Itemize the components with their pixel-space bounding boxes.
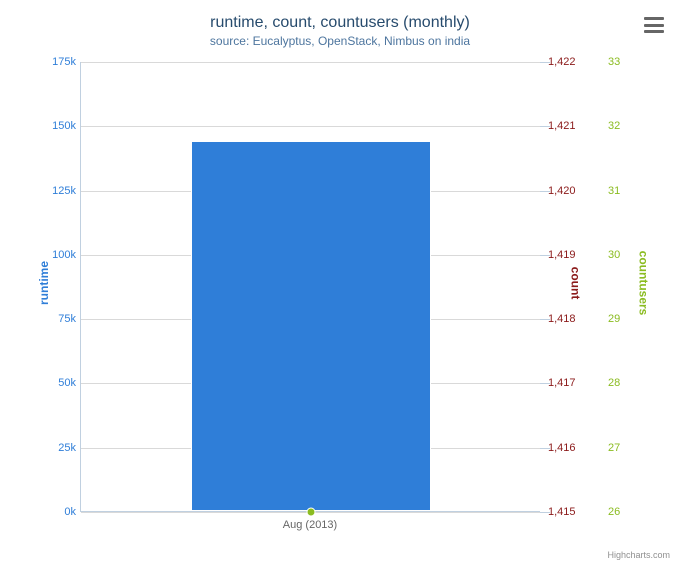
- y-axis-title-runtime: runtime: [37, 261, 51, 305]
- ytick-left: 0k: [26, 506, 76, 518]
- ytick-r2: 27: [608, 442, 620, 454]
- chart-subtitle: source: Eucalyptus, OpenStack, Nimbus on…: [0, 34, 680, 48]
- ytick-r1: 1,420: [548, 185, 576, 197]
- credits-link[interactable]: Highcharts.com: [607, 550, 670, 560]
- y-axis-title-countusers: countusers: [637, 251, 651, 316]
- ytick-left: 150k: [26, 120, 76, 132]
- tickmark: [540, 62, 550, 63]
- ytick-r2: 26: [608, 506, 620, 518]
- chart-menu-button[interactable]: [642, 14, 666, 36]
- ytick-r1: 1,417: [548, 377, 576, 389]
- chart-container: runtime, count, countusers (monthly) sou…: [0, 0, 680, 566]
- tickmark: [540, 512, 550, 513]
- chart-title: runtime, count, countusers (monthly): [0, 0, 680, 32]
- plot-area: [80, 62, 540, 512]
- tickmark: [540, 383, 550, 384]
- tickmark: [540, 255, 550, 256]
- gridline: [81, 126, 540, 127]
- ytick-r1: 1,415: [548, 506, 576, 518]
- ytick-left: 25k: [26, 442, 76, 454]
- series-marker[interactable]: [307, 508, 316, 517]
- ytick-r2: 29: [608, 313, 620, 325]
- ytick-r2: 32: [608, 120, 620, 132]
- ytick-left: 50k: [26, 377, 76, 389]
- ytick-r2: 31: [608, 185, 620, 197]
- ytick-r1: 1,422: [548, 56, 576, 68]
- ytick-r2: 28: [608, 377, 620, 389]
- y-axis-title-count: count: [569, 267, 583, 300]
- ytick-r1: 1,416: [548, 442, 576, 454]
- ytick-r2: 33: [608, 56, 620, 68]
- tickmark: [540, 448, 550, 449]
- tickmark: [540, 191, 550, 192]
- ytick-left: 100k: [26, 249, 76, 261]
- ytick-r1: 1,419: [548, 249, 576, 261]
- ytick-r2: 30: [608, 249, 620, 261]
- ytick-left: 175k: [26, 56, 76, 68]
- tickmark: [540, 126, 550, 127]
- ytick-r1: 1,421: [548, 120, 576, 132]
- tickmark: [540, 319, 550, 320]
- x-category-label: Aug (2013): [250, 519, 370, 531]
- bar-runtime[interactable]: [191, 141, 430, 511]
- ytick-r1: 1,418: [548, 313, 576, 325]
- ytick-left: 75k: [26, 313, 76, 325]
- gridline: [81, 62, 540, 63]
- ytick-left: 125k: [26, 185, 76, 197]
